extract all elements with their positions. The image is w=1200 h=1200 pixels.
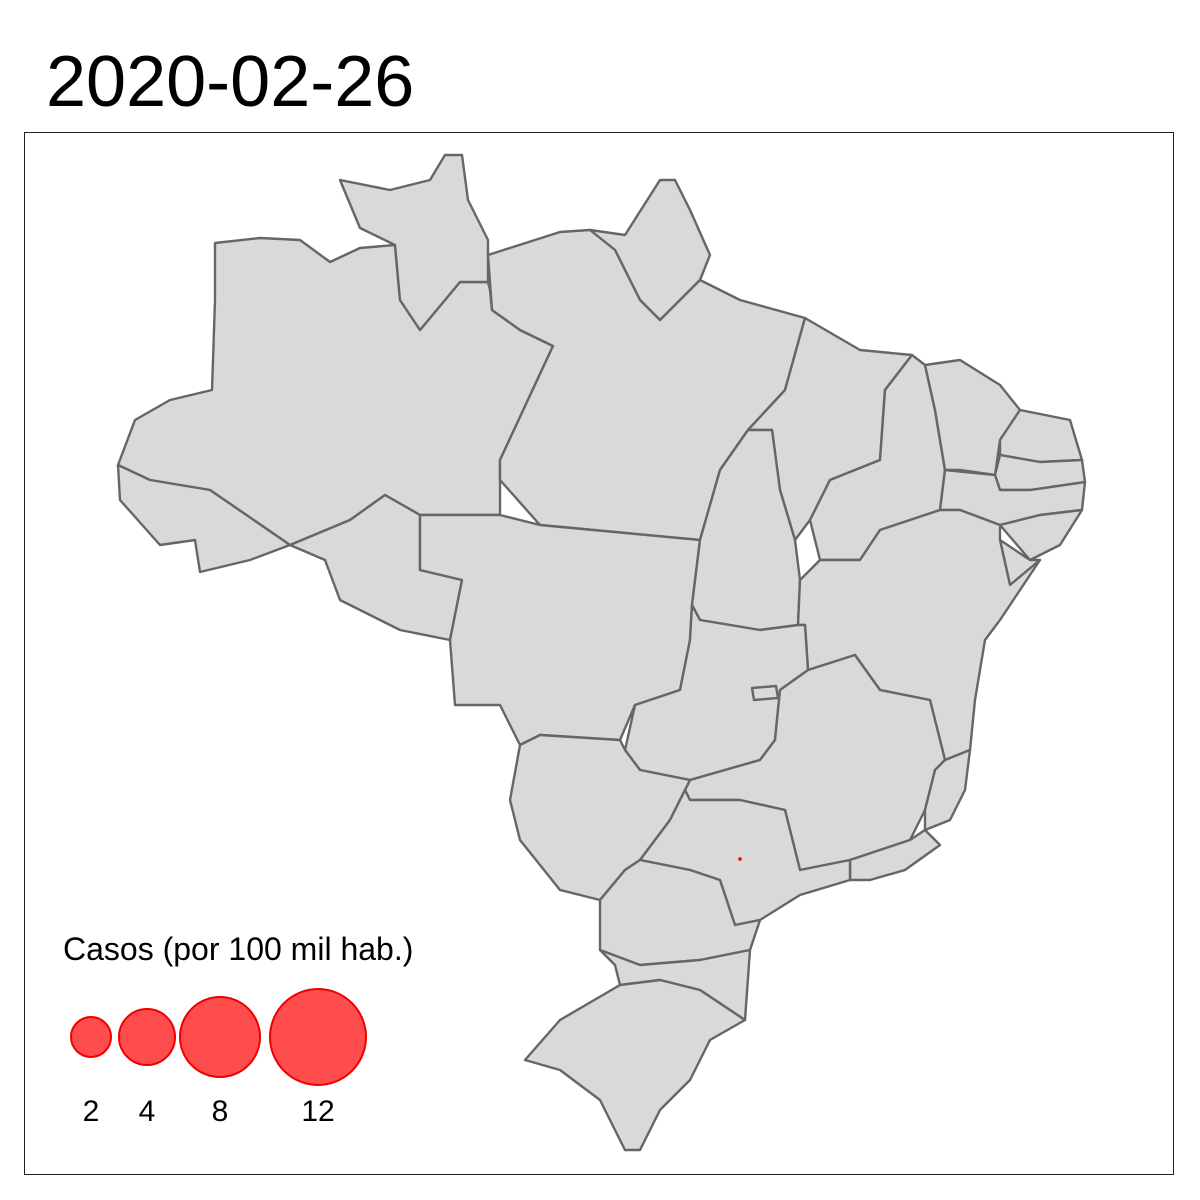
state-acre[interactable] [116,463,292,574]
state-rio-grande-do-sul[interactable] [523,978,747,1152]
legend-label-4: 4 [138,1095,156,1128]
legend-bubbles [70,988,367,1086]
legend-bubble-4 [118,1008,176,1066]
state-ceara[interactable] [923,358,1022,477]
legend-label-12: 12 [301,1095,335,1128]
map-title: 2020-02-26 [46,42,415,122]
legend-bubble-12 [269,988,367,1086]
case-marker-sao-paulo [738,857,742,861]
state-distrito-federal[interactable] [750,684,780,702]
legend-bubble-8 [179,996,261,1078]
legend-label-2: 2 [82,1095,100,1128]
state-rio-de-janeiro[interactable] [848,828,942,882]
state-parana[interactable] [598,858,762,967]
state-espirito-santo[interactable] [923,748,972,832]
legend-title: Casos (por 100 mil hab.) [63,931,414,967]
legend-label-8: 8 [211,1095,229,1128]
state-alagoas[interactable] [998,508,1084,562]
legend-bubble-2 [70,1016,112,1058]
states [116,153,1087,1152]
